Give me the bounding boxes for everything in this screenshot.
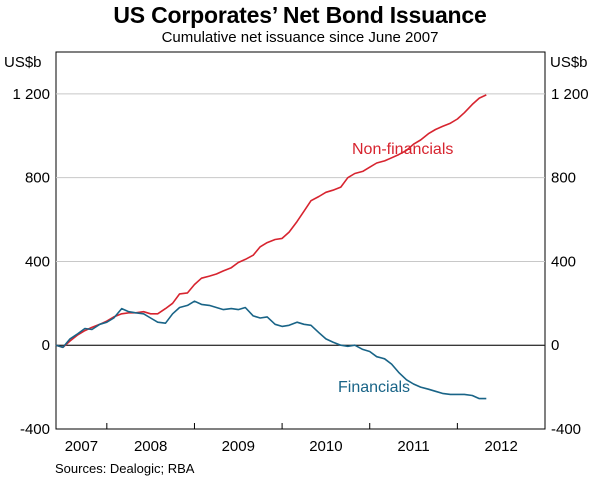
series-label-non-financials: Non-financials [352, 141, 453, 158]
series-label-financials: Financials [338, 379, 410, 396]
series-lines [55, 94, 487, 400]
y-tick-label-left: 1 200 [12, 86, 50, 103]
x-tick-label: 2012 [484, 438, 517, 455]
chart-title: US Corporates’ Net Bond Issuance [113, 2, 487, 28]
axis-ticks [106, 423, 546, 429]
x-tick-label: 2007 [65, 438, 98, 455]
x-tick-label: 2008 [134, 438, 167, 455]
y-unit-left: US$b [4, 54, 42, 71]
x-tick-label: 2010 [309, 438, 342, 455]
y-tick-labels: -400 -400 0 0 400 400 800 800 1 200 1 200 [12, 86, 588, 438]
chart-subtitle: Cumulative net issuance since June 2007 [161, 29, 439, 46]
y-tick-label-left: 400 [25, 253, 50, 270]
plot-area-frame [55, 51, 546, 430]
y-tick-label-right: 1 200 [551, 86, 589, 103]
gridlines [56, 93, 545, 346]
y-tick-label-right: 400 [551, 253, 576, 270]
y-tick-label-left: -400 [20, 421, 50, 438]
series-line-non-financials [55, 94, 487, 349]
y-unit-right: US$b [550, 54, 588, 71]
x-tick-label: 2011 [397, 438, 429, 455]
x-tick-labels: 2007 2008 2009 2010 2011 2012 [65, 438, 518, 455]
y-tick-label-right: 800 [551, 170, 576, 187]
x-tick-label: 2009 [222, 438, 255, 455]
y-tick-label-right: 0 [551, 337, 559, 354]
y-tick-label-left: 0 [42, 337, 50, 354]
source-note: Sources: Dealogic; RBA [55, 461, 195, 476]
series-line-financials [55, 300, 487, 400]
y-tick-label-left: 800 [25, 170, 50, 187]
y-tick-label-right: -400 [551, 421, 581, 438]
